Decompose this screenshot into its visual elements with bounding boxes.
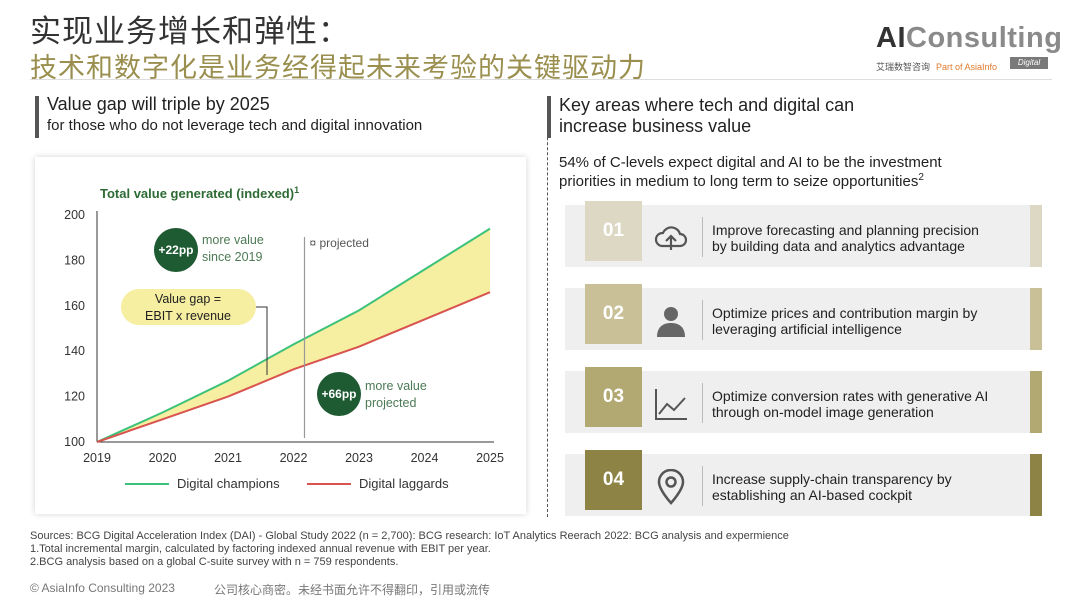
logo-wordmark: AIConsulting	[876, 22, 1062, 55]
x-tick-label: 2020	[149, 451, 177, 465]
projected-label: ¤ projected	[310, 236, 369, 250]
stat-footnote-ref: 2	[918, 172, 924, 183]
x-tick-label: 2021	[214, 451, 242, 465]
column-divider	[547, 97, 548, 517]
cloud-upload-icon	[653, 220, 689, 256]
logo-tagline: 艾瑞数智咨询 Part of AsiaInfo	[876, 60, 997, 73]
key-area-edge	[1030, 371, 1042, 433]
right-heading-line1: Key areas where tech and digital can	[559, 95, 855, 115]
page-title: 实现业务增长和弹性：	[30, 14, 350, 49]
footer-copyright: © AsiaInfo Consulting 2023	[30, 581, 175, 595]
stat-line1: 54% of C-levels expect digital and AI to…	[559, 154, 942, 171]
chart-legend: Digital champions Digital laggards	[125, 476, 449, 491]
key-area-line1: Optimize conversion rates with generativ…	[712, 388, 989, 404]
value-gap-line1: Value gap =	[155, 292, 221, 306]
key-area-line2: through on-model image generation	[712, 404, 934, 420]
value-gap-bubble	[121, 289, 256, 325]
y-tick-label: 180	[64, 253, 85, 267]
key-area-edge	[1030, 288, 1042, 350]
x-axis: 2019 2020 2021 2022 2023 2024 2025	[83, 441, 504, 465]
left-heading-accent	[35, 96, 39, 138]
person-icon	[653, 303, 689, 339]
logo-ai: AI	[876, 22, 906, 54]
key-area-separator	[702, 217, 703, 257]
y-axis: 100 120 140 160 180 200	[64, 208, 98, 449]
value-gap-leader	[256, 306, 268, 375]
header-divider	[30, 79, 1052, 80]
value-gap-line2: EBIT x revenue	[145, 309, 231, 323]
key-area-number: 02	[585, 284, 642, 344]
footer-confidential: 公司核心商密。未经书面允许不得翻印，引用或流传	[214, 583, 491, 597]
key-area-text: Improve forecasting and planning precisi…	[712, 222, 979, 254]
y-tick-label: 160	[64, 299, 85, 313]
key-area-separator	[702, 300, 703, 340]
y-tick-label: 200	[64, 208, 85, 222]
footnote-2: 2.BCG analysis based on a global C-suite…	[30, 556, 399, 568]
left-subheading: for those who do not leverage tech and d…	[47, 117, 423, 134]
y-tick-label: 120	[64, 390, 85, 404]
key-area-number: 04	[585, 450, 642, 510]
key-area-card: 01 Improve forecasting and planning preci…	[565, 201, 1042, 267]
legend-label-0: Digital champions	[177, 476, 280, 491]
series-lines	[96, 227, 491, 443]
key-area-line1: Increase supply-chain transparency by	[712, 471, 952, 487]
series-line-0	[96, 227, 491, 443]
chart-title: Total value generated (indexed)1	[100, 185, 299, 201]
projected-line2: projected	[365, 396, 416, 410]
key-area-text: Optimize conversion rates with generativ…	[712, 388, 988, 420]
logo-consulting: Consulting	[906, 22, 1063, 54]
key-area-line1: Optimize prices and contribution margin …	[712, 305, 978, 321]
right-heading-line2: increase business value	[559, 116, 752, 136]
line-chart-icon	[653, 386, 689, 422]
key-area-text: Optimize prices and contribution margin …	[712, 305, 977, 337]
key-area-line2: establishing an AI-based cockpit	[712, 487, 913, 503]
logo-badge: Digital	[1010, 57, 1048, 69]
page-subtitle: 技术和数字化是业务经得起未来考验的关键驱动力	[30, 53, 646, 83]
key-area-separator	[702, 466, 703, 506]
chart-canvas: Total value generated (indexed)1 1001201…	[64, 185, 504, 491]
since-line1: more value	[202, 233, 264, 247]
key-area-line2: leveraging artificial intelligence	[712, 321, 902, 337]
key-area-card: 02 Optimize prices and contribution margi…	[565, 284, 1042, 350]
key-area-edge	[1030, 205, 1042, 267]
stat-line2: priorities in medium to long term to sei…	[559, 172, 924, 190]
key-area-number: 01	[585, 201, 642, 261]
badge-projected-text: +66pp	[321, 387, 356, 401]
x-tick-label: 2022	[280, 451, 308, 465]
logo-cn: 艾瑞数智咨询	[876, 62, 931, 72]
logo-part-of: Part of AsiaInfo	[936, 62, 998, 72]
key-area-card: 04 Increase supply-chain transparency by e…	[565, 450, 1042, 516]
legend-label-1: Digital laggards	[359, 476, 449, 491]
key-area-line1: Improve forecasting and planning precisi…	[712, 222, 979, 238]
series-line-1	[96, 291, 491, 443]
x-tick-label: 2023	[345, 451, 373, 465]
footnote-1: 1.Total incremental margin, calculated b…	[30, 543, 491, 555]
x-tick-label: 2024	[411, 451, 439, 465]
projected-line1: more value	[365, 379, 427, 393]
key-area-separator	[702, 383, 703, 423]
y-tick-label: 140	[64, 344, 85, 358]
badge-since-2019	[154, 228, 198, 272]
key-area-edge	[1030, 454, 1042, 516]
key-area-number: 03	[585, 367, 642, 427]
key-area-line2: by building data and analytics advantage	[712, 238, 965, 254]
badge-since-2019-text: +22pp	[158, 243, 193, 257]
stat-line2-text: priorities in medium to long term to sei…	[559, 173, 919, 190]
x-tick-label: 2025	[476, 451, 504, 465]
value-gap-area	[97, 228, 490, 442]
x-tick-label: 2019	[83, 451, 111, 465]
key-area-card: 03 Optimize conversion rates with generat…	[565, 367, 1042, 433]
y-tick-label: 100	[64, 435, 85, 449]
key-area-text: Increase supply-chain transparency by est…	[712, 471, 952, 503]
badge-projected	[317, 372, 361, 416]
value-gap-chart: Total value generated (indexed)1 100 120 1…	[35, 157, 526, 514]
left-heading: Value gap will triple by 2025	[47, 94, 270, 114]
source-note: Sources: BCG Digital Acceleration Index …	[30, 530, 789, 542]
right-heading-accent	[547, 96, 551, 138]
company-logo: AIConsulting 艾瑞数智咨询 Part of AsiaInfo Digi…	[876, 22, 1062, 74]
since-line2: since 2019	[202, 250, 263, 264]
map-pin-icon	[653, 468, 689, 505]
